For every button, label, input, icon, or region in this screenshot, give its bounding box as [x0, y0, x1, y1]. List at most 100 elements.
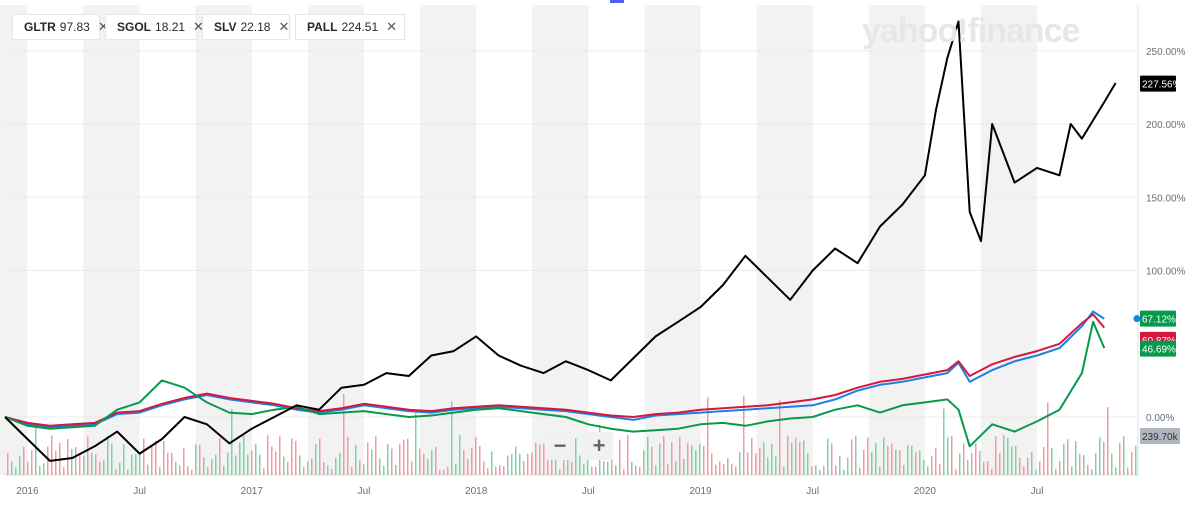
- series-line-slv: [4, 320, 1106, 448]
- volume-bar: [275, 451, 277, 475]
- volume-bar: [207, 467, 209, 475]
- volume-bar: [595, 466, 597, 475]
- volume-bar: [447, 466, 449, 475]
- volume-bar: [779, 400, 781, 475]
- remove-series-icon[interactable]: ✕: [386, 19, 398, 34]
- volume-bar: [799, 442, 801, 475]
- volume-bar: [131, 454, 133, 475]
- volume-bar: [583, 464, 585, 475]
- volume-bar: [407, 438, 409, 475]
- volume-bar: [1123, 436, 1125, 475]
- volume-bar: [1043, 447, 1045, 475]
- volume-bar: [419, 448, 421, 475]
- volume-bar: [383, 465, 385, 475]
- volume-bar: [55, 450, 57, 475]
- shade-band: [307, 5, 364, 475]
- volume-bar: [527, 453, 529, 475]
- volume-bar: [811, 466, 813, 475]
- volume-bar: [251, 450, 253, 475]
- volume-bar: [647, 436, 649, 475]
- x-tick-label: 2017: [241, 486, 264, 497]
- legend-pill-sgol[interactable]: SGOL 18.21 ✕: [105, 14, 204, 40]
- zoom-out-button[interactable]: −: [546, 432, 574, 460]
- volume-bar: [663, 436, 665, 475]
- volume-bar: [763, 442, 765, 475]
- volume-bar: [47, 446, 49, 475]
- volume-bar: [319, 438, 321, 475]
- volume-bar: [979, 450, 981, 475]
- volume-bar: [263, 468, 265, 475]
- legend-pill-slv[interactable]: SLV 22.18 ✕: [202, 14, 290, 40]
- volume-bar: [859, 467, 861, 475]
- legend-value: 18.21: [155, 20, 186, 34]
- volume-bar: [315, 444, 317, 475]
- volume-bar: [879, 466, 881, 475]
- remove-series-icon[interactable]: ✕: [97, 19, 109, 34]
- volume-bar: [151, 446, 153, 475]
- volume-bar: [699, 443, 701, 475]
- volume-bar: [435, 446, 437, 475]
- volume-bar: [355, 444, 357, 475]
- volume-bar: [591, 466, 593, 475]
- volume-bar: [819, 469, 821, 475]
- volume-bar: [883, 437, 885, 475]
- volume-bar: [523, 461, 525, 475]
- volume-bar: [291, 438, 293, 475]
- x-tick-label: 2016: [16, 486, 39, 497]
- volume-bar: [951, 435, 953, 475]
- volume-bar: [271, 446, 273, 475]
- volume-bar: [827, 438, 829, 475]
- volume-bar: [1063, 444, 1065, 475]
- volume-bar: [415, 412, 417, 475]
- volume-bar: [495, 466, 497, 475]
- legend-value: 97.83: [59, 20, 90, 34]
- volume-bar: [343, 393, 345, 475]
- legend-symbol: GLTR: [24, 20, 56, 34]
- volume-bar: [923, 459, 925, 475]
- volume-bar: [287, 461, 289, 475]
- volume-bar: [823, 465, 825, 475]
- volume-bar: [1071, 466, 1073, 475]
- x-tick-label: Jul: [358, 486, 371, 497]
- last-value-label-volume: 239.70k: [1140, 428, 1180, 444]
- volume-bar: [335, 457, 337, 475]
- volume-bar: [27, 461, 29, 475]
- volume-bar: [379, 458, 381, 475]
- zoom-in-button[interactable]: +: [585, 432, 613, 460]
- remove-series-icon[interactable]: ✕: [278, 19, 290, 34]
- volume-bar: [655, 465, 657, 475]
- last-value-text: 46.69%: [1142, 345, 1176, 356]
- volume-bar: [1051, 448, 1053, 475]
- volume-bar: [835, 465, 837, 475]
- shade-band: [83, 5, 140, 475]
- volume-bar: [611, 456, 613, 475]
- volume-bar: [223, 465, 225, 475]
- volume-bar: [1055, 469, 1057, 475]
- volume-bar: [955, 469, 957, 475]
- volume-bar: [895, 449, 897, 475]
- volume-bar: [703, 445, 705, 475]
- volume-bar: [395, 465, 397, 475]
- volume-bar: [63, 467, 65, 475]
- volume-bar: [1087, 465, 1089, 475]
- volume-bar: [167, 452, 169, 475]
- legend-pill-gltr[interactable]: GLTR 97.83 ✕: [12, 14, 109, 40]
- remove-series-icon[interactable]: ✕: [193, 19, 204, 34]
- volume-bar: [855, 435, 857, 475]
- legend-symbol: PALL: [307, 20, 338, 34]
- volume-bar: [919, 450, 921, 475]
- x-tick-label: Jul: [806, 486, 819, 497]
- x-tick-label: 2018: [465, 486, 488, 497]
- active-tab-indicator: [610, 0, 624, 3]
- volume-bar: [1039, 461, 1041, 475]
- volume-bar: [543, 443, 545, 475]
- volume-bar: [279, 436, 281, 475]
- volume-bar: [559, 469, 561, 475]
- legend-symbol: SLV: [214, 20, 237, 34]
- volume-bar: [679, 436, 681, 475]
- background-bands: [0, 5, 1038, 475]
- legend-pill-pall[interactable]: PALL 224.51 ✕: [295, 14, 405, 40]
- volume-bar: [843, 469, 845, 475]
- y-tick-label: 150.00%: [1146, 193, 1186, 204]
